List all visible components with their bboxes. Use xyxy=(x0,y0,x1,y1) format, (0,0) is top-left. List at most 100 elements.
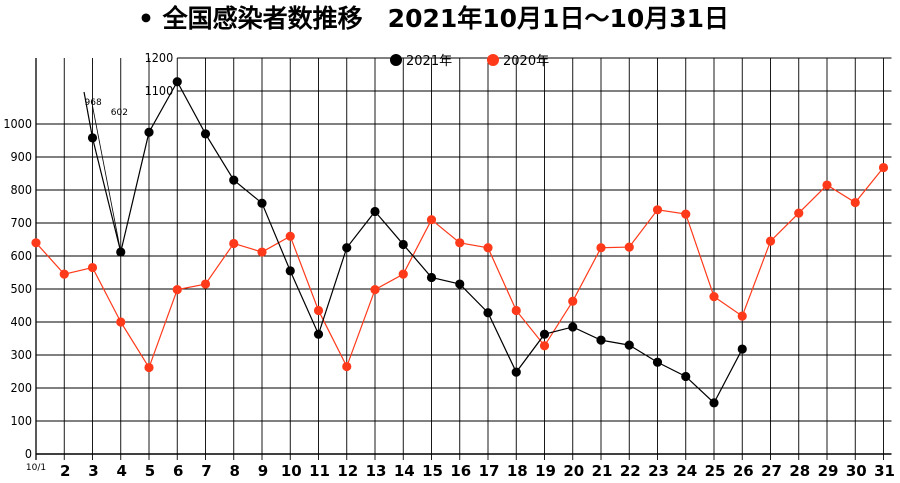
legend-label: 2021年 xyxy=(406,54,452,69)
data-point xyxy=(652,205,663,215)
x-tick-label: 13 xyxy=(366,462,387,480)
data-point xyxy=(483,243,493,253)
y-tick-label: 900 xyxy=(11,149,32,164)
data-point xyxy=(285,266,295,276)
x-tick-label: 17 xyxy=(479,462,500,480)
x-tick-label: 5 xyxy=(145,462,155,480)
data-point xyxy=(850,197,860,208)
x-tick-label: 19 xyxy=(535,462,556,480)
x-tick-label: 25 xyxy=(705,462,726,480)
x-axis-ticks: 10/1 2 3 4 5 6 7 8 9 10 11 12 13 14 15 16 17 18 19 20 21 22 23… xyxy=(26,462,895,480)
annotation-label: 602 xyxy=(111,108,128,118)
y-tick-label: 500 xyxy=(11,281,32,296)
data-point xyxy=(709,291,719,302)
data-point xyxy=(596,243,606,253)
data-point xyxy=(342,361,352,372)
data-point xyxy=(116,247,126,257)
data-point xyxy=(200,279,211,289)
data-point xyxy=(370,206,380,217)
y-tick-label: 1100 xyxy=(145,83,174,98)
data-point xyxy=(313,305,324,316)
data-point xyxy=(172,285,182,295)
data-point xyxy=(822,180,832,190)
x-tick-label: 23 xyxy=(648,462,669,480)
y-tick-label: 600 xyxy=(11,248,32,263)
data-point xyxy=(59,269,69,279)
legend-marker xyxy=(390,54,402,66)
data-point xyxy=(398,269,408,279)
data-point xyxy=(681,209,691,219)
x-tick-label: 2 xyxy=(60,462,70,480)
x-tick-label: 16 xyxy=(450,462,471,480)
x-tick-label: 22 xyxy=(620,462,641,480)
y-tick-label: 400 xyxy=(11,314,32,329)
data-point xyxy=(257,247,267,257)
data-point xyxy=(737,344,747,354)
x-tick-label: 10/1 xyxy=(26,463,46,473)
legend-marker xyxy=(487,54,499,66)
data-point xyxy=(87,133,98,143)
y-tick-label: 1000 xyxy=(3,116,32,131)
data-point xyxy=(313,329,324,339)
data-point xyxy=(257,198,267,208)
y-tick-label: 800 xyxy=(11,182,32,197)
offscale-line xyxy=(83,91,94,138)
data-point xyxy=(285,231,295,241)
data-point xyxy=(568,296,578,306)
data-point xyxy=(144,362,154,373)
y-tick-label: 1200 xyxy=(145,50,174,65)
data-point xyxy=(116,317,126,327)
legend: 2021年 2020年 xyxy=(390,54,549,69)
x-tick-label: 27 xyxy=(761,462,782,480)
data-point xyxy=(200,129,211,139)
x-tick-label: 28 xyxy=(789,462,810,480)
x-tick-label: 20 xyxy=(563,462,584,480)
data-point xyxy=(681,371,691,382)
data-point xyxy=(229,175,239,185)
x-tick-label: 26 xyxy=(733,462,754,480)
annotations: 968 602 xyxy=(85,98,128,118)
data-point xyxy=(455,279,465,289)
x-tick-label: 8 xyxy=(230,462,240,480)
data-point xyxy=(342,243,352,253)
x-tick-label: 7 xyxy=(201,462,211,480)
x-tick-label: 4 xyxy=(117,462,127,480)
data-point xyxy=(737,311,747,321)
x-tick-label: 15 xyxy=(422,462,443,480)
data-point xyxy=(765,236,776,246)
x-tick-label: 9 xyxy=(258,462,268,480)
series-points xyxy=(31,77,889,408)
data-point xyxy=(398,239,408,250)
data-point xyxy=(539,329,550,339)
annotation-leader xyxy=(92,105,122,253)
x-tick-label: 21 xyxy=(592,462,613,480)
data-point xyxy=(229,238,239,249)
x-tick-label: 14 xyxy=(394,462,415,480)
data-point xyxy=(709,398,719,408)
y-tick-label: 700 xyxy=(11,215,32,230)
data-point xyxy=(624,340,634,350)
data-point xyxy=(426,272,437,283)
data-point xyxy=(539,341,550,351)
data-point xyxy=(511,367,521,377)
data-point xyxy=(87,262,98,273)
x-tick-label: 29 xyxy=(818,462,839,480)
y-tick-label: 0 xyxy=(25,446,32,461)
x-tick-label: 12 xyxy=(337,462,358,480)
chart-title: • 全国感染者数推移 2021年10月1日～10月31日 xyxy=(138,4,729,33)
x-tick-label: 18 xyxy=(507,462,528,480)
data-point xyxy=(144,127,154,137)
y-tick-label: 200 xyxy=(11,380,32,395)
data-point xyxy=(568,322,578,332)
data-point xyxy=(878,162,889,173)
x-tick-label: 6 xyxy=(173,462,183,480)
y-axis-ticks: 0 100 200 300 400 500 600 700 800 900 1000 1100 1200 xyxy=(3,50,173,461)
x-tick-label: 11 xyxy=(309,462,330,480)
data-point xyxy=(652,357,663,367)
y-tick-label: 300 xyxy=(11,347,32,362)
x-tick-label: 30 xyxy=(846,462,867,480)
annotation-label: 968 xyxy=(85,98,102,108)
data-point xyxy=(455,238,465,248)
data-point xyxy=(426,215,437,225)
